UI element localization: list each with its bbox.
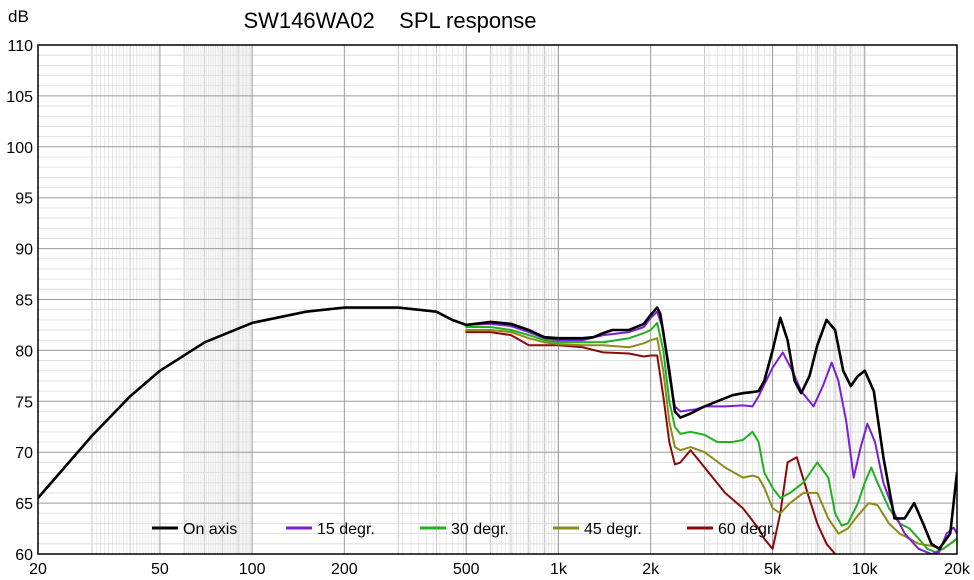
y-tick-label: 90 [15,242,33,259]
series-lines [38,306,957,554]
y-axis-tick-labels: 60 65 70 75 80 85 90 95 100 105 110 [6,38,33,564]
y-tick-label: 60 [15,547,33,564]
x-tick-label: 20k [944,561,971,578]
series-line [465,329,957,550]
x-tick-label: 50 [151,561,169,578]
x-tick-label: 1k [550,561,568,578]
chart-title: SW146WA02 SPL response [243,8,536,33]
y-axis-unit-label: dB [8,7,29,26]
y-tick-label: 95 [15,191,33,208]
y-tick-label: 70 [15,445,33,462]
x-axis-tick-labels: 20 50 100 200 500 1k 2k 5k 10k 20k [29,561,971,578]
y-tick-label: 105 [6,89,33,106]
major-grid [38,45,957,554]
x-tick-label: 100 [239,561,266,578]
legend: On axis 15 degr. 30 degr. 45 degr. 60 degr. [152,521,776,538]
legend-label: On axis [183,521,237,538]
legend-label: 15 degr. [317,521,375,538]
x-tick-label: 20 [29,561,47,578]
legend-label: 60 degr. [718,521,776,538]
legend-label: 45 degr. [584,521,642,538]
y-tick-label: 110 [7,38,33,55]
legend-label: 30 degr. [451,521,509,538]
series-line [38,306,957,551]
y-tick-label: 80 [15,343,33,360]
series-line [465,331,837,554]
plot-frame [37,44,958,555]
y-tick-label: 65 [15,496,33,513]
x-tick-label: 2k [642,561,660,578]
y-tick-label: 75 [15,394,33,411]
y-tick-label: 100 [6,140,33,157]
x-tick-label: 5k [764,561,782,578]
y-tick-label: 85 [15,293,33,310]
x-tick-label: 10k [852,561,879,578]
x-tick-label: 500 [453,561,480,578]
x-tick-label: 200 [331,561,358,578]
